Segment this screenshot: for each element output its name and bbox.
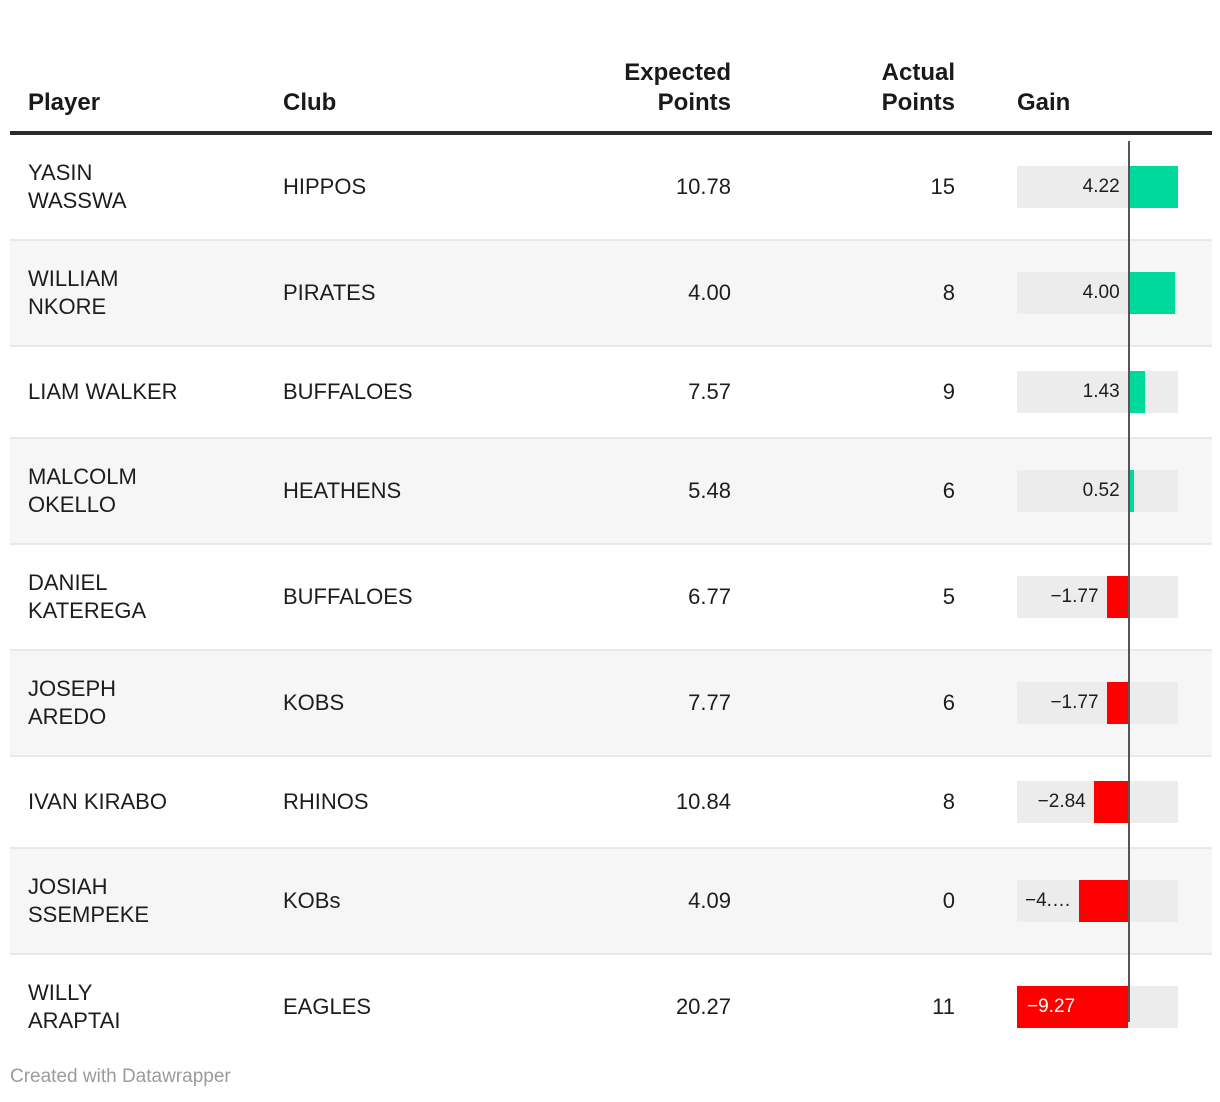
gain-zero-axis-line — [1128, 141, 1130, 1022]
player-name: WILLIAM NKORE — [28, 266, 119, 319]
expected-points: 7.77 — [688, 690, 731, 715]
column-header-club: Club — [283, 89, 337, 116]
club-name: HEATHENS — [283, 478, 402, 503]
player-name: MALCOLM OKELLO — [28, 464, 137, 517]
gain-bar-track: 4.00 — [1017, 272, 1178, 314]
club-name: PIRATES — [283, 280, 376, 305]
gain-bar — [1106, 576, 1128, 618]
actual-points: 6 — [942, 478, 955, 503]
gain-bar — [1093, 781, 1128, 823]
actual-points: 9 — [942, 379, 955, 404]
gain-value-label: 1.43 — [1082, 381, 1120, 402]
gain-bar-track: 0.52 — [1017, 470, 1178, 512]
player-name: IVAN KIRABO — [28, 789, 167, 814]
gain-value-label: −4.… — [1025, 890, 1071, 911]
player-name: JOSEPH AREDO — [28, 676, 117, 729]
gain-value-label: −1.77 — [1050, 692, 1099, 713]
expected-points: 10.78 — [675, 174, 731, 199]
table-row: LIAM WALKER BUFFALOES 7.57 9 1.43 — [10, 345, 1212, 437]
club-name: BUFFALOES — [283, 379, 413, 404]
gain-value-label: 4.22 — [1082, 176, 1120, 197]
club-name: BUFFALOES — [283, 584, 413, 609]
player-name: JOSIAH SSEMPEKE — [28, 874, 150, 927]
gain-cell: 0.52 — [1017, 470, 1178, 512]
gain-value-label: −1.77 — [1050, 586, 1099, 607]
table-row: WILLY ARAPTAI EAGLES 20.27 11 −9.27 — [10, 953, 1212, 1059]
column-header-gain: Gain — [1017, 89, 1071, 116]
column-header-expected: Expected Points — [624, 59, 731, 116]
gain-value-label: −2.84 — [1037, 791, 1086, 812]
gain-bar-track: −9.27 — [1017, 986, 1178, 1028]
table-row: IVAN KIRABO RHINOS 10.84 8 −2.84 — [10, 755, 1212, 847]
table-row: DANIEL KATEREGA BUFFALOES 6.77 5 −1.77 — [10, 543, 1212, 649]
player-name: LIAM WALKER — [28, 379, 178, 404]
points-table: Player Club Expected Points Actual Point… — [10, 0, 1212, 1059]
gain-cell: −9.27 — [1017, 986, 1178, 1028]
gain-bar — [1127, 272, 1176, 314]
gain-bar-track: −2.84 — [1017, 781, 1178, 823]
table-body: YASIN WASSWA HIPPOS 10.78 15 4.22 WILLIA… — [10, 135, 1212, 1059]
table-row: YASIN WASSWA HIPPOS 10.78 15 4.22 — [10, 135, 1212, 239]
gain-cell: −2.84 — [1017, 781, 1178, 823]
gain-value-label: 0.52 — [1082, 480, 1120, 501]
club-name: KOBS — [283, 690, 345, 715]
gain-cell: −1.77 — [1017, 576, 1178, 618]
table-header-row: Player Club Expected Points Actual Point… — [10, 0, 1212, 135]
gain-cell: 1.43 — [1017, 371, 1178, 413]
table-row: WILLIAM NKORE PIRATES 4.00 8 4.00 — [10, 239, 1212, 345]
table-row: JOSIAH SSEMPEKE KOBs 4.09 0 −4.… — [10, 847, 1212, 953]
gain-bar — [1127, 470, 1134, 512]
expected-points: 4.09 — [688, 888, 731, 913]
expected-points: 20.27 — [675, 994, 731, 1019]
gain-bar-track: −4.… — [1017, 880, 1178, 922]
player-name: WILLY ARAPTAI — [28, 980, 121, 1033]
gain-bar-track: −1.77 — [1017, 576, 1178, 618]
club-name: RHINOS — [283, 789, 369, 814]
expected-points: 4.00 — [688, 280, 731, 305]
gain-cell: 4.22 — [1017, 166, 1178, 208]
actual-points: 8 — [942, 280, 955, 305]
gain-bar-track: 4.22 — [1017, 166, 1178, 208]
expected-points: 5.48 — [688, 478, 731, 503]
table-row: JOSEPH AREDO KOBS 7.77 6 −1.77 — [10, 649, 1212, 755]
table-row: MALCOLM OKELLO HEATHENS 5.48 6 0.52 — [10, 437, 1212, 543]
expected-points: 7.57 — [688, 379, 731, 404]
actual-points: 6 — [942, 690, 955, 715]
gain-bar — [1106, 682, 1128, 724]
actual-points: 0 — [942, 888, 955, 913]
player-name: DANIEL KATEREGA — [28, 570, 147, 623]
gain-bar — [1127, 371, 1145, 413]
player-name: YASIN WASSWA — [28, 160, 127, 213]
gain-bar — [1078, 880, 1128, 922]
actual-points: 5 — [942, 584, 955, 609]
actual-points: 8 — [942, 789, 955, 814]
gain-bar-track: 1.43 — [1017, 371, 1178, 413]
gain-value-label: −9.27 — [1027, 996, 1076, 1017]
column-header-player: Player — [28, 89, 101, 116]
gain-cell: −4.… — [1017, 880, 1178, 922]
expected-points: 6.77 — [688, 584, 731, 609]
column-header-actual: Actual Points — [881, 59, 955, 116]
gain-bar-track: −1.77 — [1017, 682, 1178, 724]
gain-cell: 4.00 — [1017, 272, 1178, 314]
actual-points: 11 — [932, 994, 955, 1019]
expected-points: 10.84 — [675, 789, 731, 814]
club-name: KOBs — [283, 888, 341, 913]
datawrapper-credit[interactable]: Created with Datawrapper — [10, 1066, 231, 1087]
gain-bar — [1017, 986, 1128, 1028]
gain-value-label: 4.00 — [1082, 282, 1120, 303]
gain-cell: −1.77 — [1017, 682, 1178, 724]
actual-points: 15 — [930, 174, 955, 199]
club-name: EAGLES — [283, 994, 372, 1019]
club-name: HIPPOS — [283, 174, 367, 199]
gain-bar — [1127, 166, 1178, 208]
